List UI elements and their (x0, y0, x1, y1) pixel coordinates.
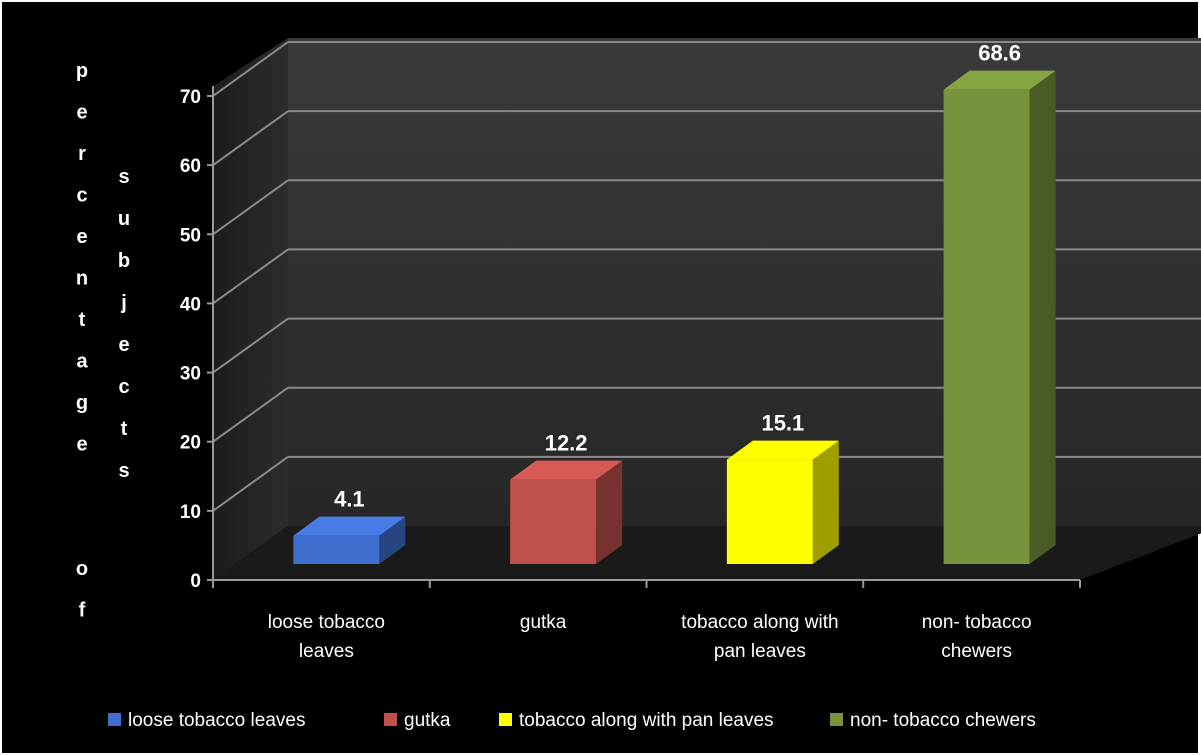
gridline-side (212, 248, 289, 305)
legend-swatch (499, 713, 512, 726)
x-tick-label: tobacco along with pan leaves (681, 612, 838, 662)
y-tick-label: 50 (180, 225, 201, 246)
y-tick-label: 70 (180, 87, 201, 108)
y-tick-label: 0 (190, 571, 201, 592)
bar-side (379, 516, 406, 564)
gridline-side (212, 386, 289, 443)
legend-swatch (830, 713, 843, 726)
legend-swatch (384, 713, 397, 726)
x-tick-label: gutka (520, 612, 567, 633)
bar-front (293, 535, 380, 564)
gridline-side (212, 110, 289, 166)
legend-item-2: gutka (384, 710, 451, 731)
gridline-side (212, 456, 289, 512)
data-label: 15.1 (761, 411, 804, 436)
x-tick-label: non- tobacco chewers (922, 612, 1032, 662)
data-label: 12.2 (545, 431, 588, 456)
legend-item-3: tobacco along with pan leaves (499, 710, 774, 731)
legend-label: gutka (404, 710, 451, 731)
y-tick-label: 30 (180, 364, 201, 385)
bar-top (726, 440, 839, 460)
legend-label: loose tobacco leaves (128, 710, 305, 731)
y-tick-label: 10 (180, 502, 201, 523)
bar-side (1029, 70, 1056, 565)
bars: 4.1 12.2 15.1 68.6 (293, 41, 1056, 565)
legend-swatch (108, 713, 121, 726)
legend-label: non- tobacco chewers (850, 710, 1036, 731)
bar-3: 15.1 (726, 411, 839, 564)
y-tick-label: 60 (180, 156, 201, 177)
legend-item-1: loose tobacco leaves (108, 710, 305, 731)
bar-1: 4.1 (293, 487, 406, 564)
x-tick-label: loose tobacco leaves (268, 612, 385, 662)
bar-top (510, 460, 623, 480)
bar-front (943, 89, 1030, 565)
y-tick-label: 20 (180, 433, 201, 454)
bar-top (293, 516, 406, 536)
legend: loose tobacco leaves gutka tobacco along w… (108, 710, 1036, 731)
bar-2: 12.2 (510, 431, 623, 564)
bar-front (726, 459, 813, 564)
legend-item-4: non- tobacco chewers (830, 710, 1036, 731)
data-label: 68.6 (978, 41, 1021, 66)
data-label: 4.1 (334, 487, 365, 512)
legend-label: tobacco along with pan leaves (519, 710, 774, 731)
gridline-side (212, 317, 289, 374)
bar-front (510, 479, 597, 564)
gridlines (212, 41, 1201, 512)
bar-side (596, 460, 623, 564)
bar-4: 68.6 (943, 41, 1056, 565)
bar-top (943, 70, 1056, 90)
gridline-side (212, 179, 289, 236)
y-tick-label: 40 (180, 294, 201, 315)
side-wall (213, 38, 288, 580)
axes: 0 10 20 30 40 50 60 70 loose tobacco leaves gutka t… (180, 86, 1081, 662)
gridline-side (212, 41, 289, 97)
bar-side (812, 440, 839, 564)
